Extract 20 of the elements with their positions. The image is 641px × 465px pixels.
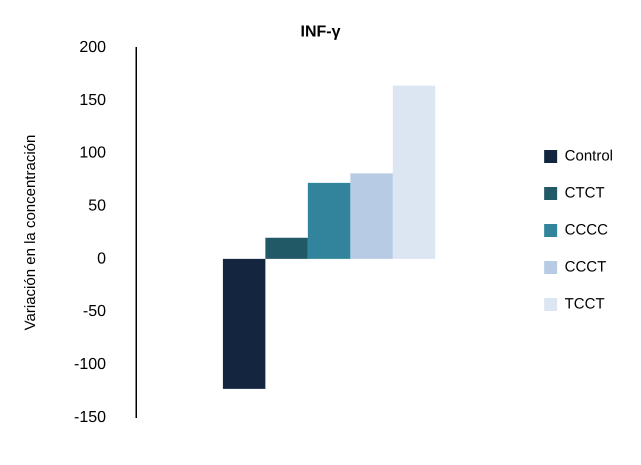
- y-tick-label: 100: [79, 144, 106, 162]
- bar: [308, 182, 350, 259]
- y-tick-label: 0: [97, 250, 106, 268]
- bar: [392, 86, 436, 259]
- y-tick-label: 50: [88, 197, 106, 214]
- y-axis-title: Variación en la concentración: [22, 134, 40, 330]
- bar: [222, 258, 266, 389]
- y-tick-label: -100: [74, 356, 106, 373]
- legend-label: Control: [564, 148, 614, 165]
- y-tick-label: -150: [74, 408, 106, 426]
- y-tick-label: -50: [82, 303, 106, 320]
- legend-label: CCCC: [564, 222, 608, 239]
- legend-label: TCCT: [564, 296, 605, 313]
- legend-label: CTCT: [564, 184, 605, 202]
- legend-label: CCCT: [564, 258, 606, 276]
- bar: [350, 173, 393, 259]
- chart-title: INF-γ: [300, 23, 341, 40]
- y-tick-label: 150: [79, 92, 106, 109]
- bar: [265, 238, 308, 259]
- y-tick-label: 200: [79, 39, 106, 56]
